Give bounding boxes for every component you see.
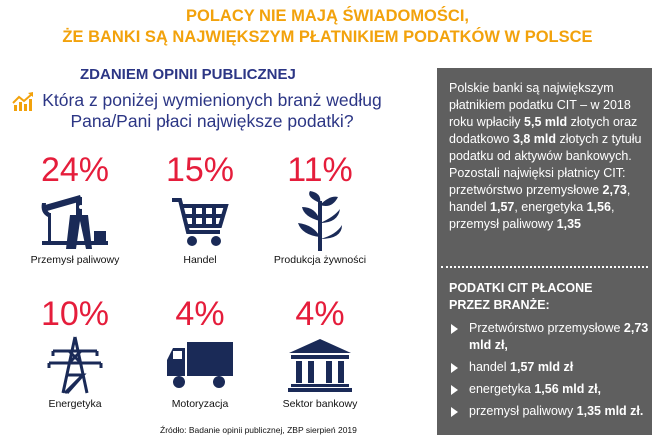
source-note: Źródło: Badanie opinii publicznej, ZBP s… (160, 425, 357, 435)
list-item: energetyka 1,56 mld zł, (449, 381, 652, 398)
industry-label: Energetyka (48, 398, 102, 410)
plant-icon (255, 190, 385, 252)
industry-label: Sektor bankowy (282, 398, 358, 410)
list-item: Przetwórstwo przemysłowe 2,73 mld zł, (449, 320, 652, 354)
percent-value: 4% (295, 295, 345, 333)
percent-value: 11% (287, 151, 353, 189)
truck-icon (135, 334, 265, 396)
panel-heading: PODATKI CIT PŁACONE PRZEZ BRANŻE: (449, 281, 593, 312)
percent-value: 4% (175, 295, 225, 333)
subtitle: ZDANIEM OPINII PUBLICZNEJ (80, 66, 296, 83)
list-item: przemysł paliwowy 1,35 mld zł. (449, 403, 652, 420)
percent-value: 24% (40, 151, 110, 189)
industry-label: Produkcja żywności (273, 254, 367, 266)
panel-text: Polskie banki są największym płatnikiem … (449, 81, 642, 231)
list-item: handel 1,57 mld zł (449, 359, 652, 376)
industry-item: 15% Handel (135, 152, 265, 266)
info-panel: Polskie banki są największym płatnikiem … (437, 68, 652, 435)
dotted-divider (441, 266, 648, 268)
industry-item: 24% Przemysł paliwowy (10, 152, 140, 266)
percent-value: 15% (165, 151, 235, 189)
industry-item: 4% Motoryzacja (135, 296, 265, 410)
power-tower-icon (10, 334, 140, 396)
industry-item: 10% Energetyka (10, 296, 140, 410)
industry-item: 4% Sektor bankowy (255, 296, 385, 410)
oil-pump-icon (10, 190, 140, 252)
shopping-cart-icon (135, 190, 265, 252)
percent-value: 10% (40, 295, 110, 333)
cit-list: Przetwórstwo przemysłowe 2,73 mld zł, ha… (449, 320, 652, 425)
question: Która z poniżej wymienionych branż wedłu… (12, 90, 412, 132)
industry-label: Motoryzacja (171, 398, 229, 410)
chart-growth-icon (12, 92, 33, 111)
bank-icon (255, 334, 385, 396)
industry-label: Przemysł paliwowy (30, 254, 120, 266)
main-title: POLACY NIE MAJĄ ŚWIADOMOŚCI, ŻE BANKI SĄ … (62, 7, 593, 46)
industry-label: Handel (183, 254, 217, 266)
industry-item: 11% Produkcja żywności (255, 152, 385, 266)
